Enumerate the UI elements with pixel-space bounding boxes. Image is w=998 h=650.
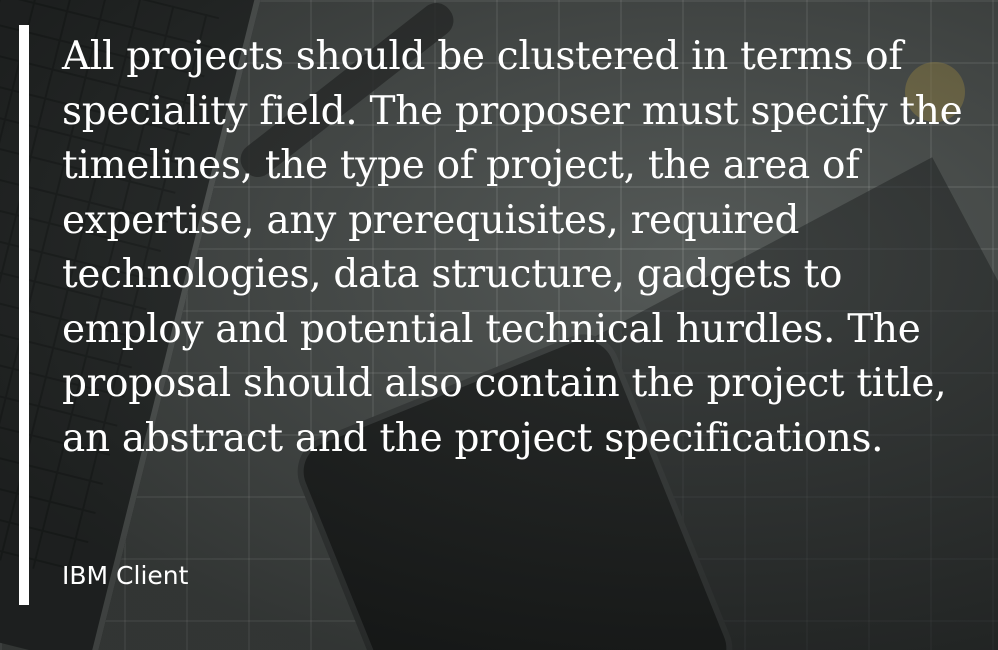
- yellow-object: [905, 62, 965, 122]
- quote-accent-bar: [19, 25, 29, 605]
- quote-attribution: IBM Client: [62, 561, 189, 590]
- testimonial-quote: All projects should be clustered in term…: [62, 34, 963, 461]
